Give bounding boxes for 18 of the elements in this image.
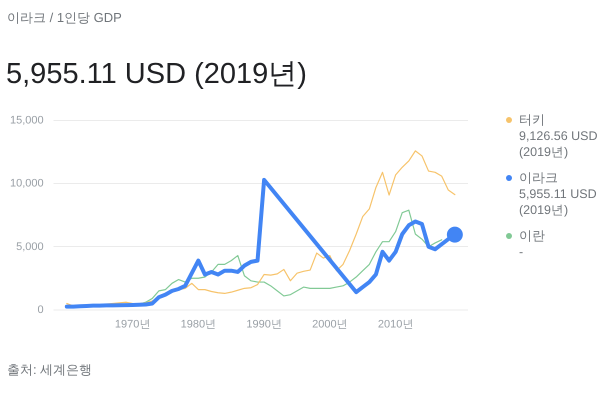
legend-label: 터키 [519,112,546,128]
source-note: 출처: 세계은행 [7,361,92,379]
text: - [519,244,524,260]
x-tick-label: 2000년 [312,318,348,330]
x-tick-label: 2010년 [378,318,414,330]
x-tick-label: 1980년 [180,318,216,330]
y-tick-label: 10,000 [10,178,44,190]
chart-title: 이라크 / 1인당 GDP [7,9,122,27]
x-tick-label: 1970년 [114,318,150,330]
y-tick-label: 0 [38,304,44,316]
chart-subtitle: 5,955.11 USD (2019년) [6,57,307,92]
text: 9,126.56 USD (2019년) [519,128,599,160]
x-tick-label: 1990년 [246,318,282,330]
legend-label: 이란 [519,228,546,244]
text: 5,955.11 USD (2019년) [519,186,598,218]
y-tick-label: 15,000 [10,114,44,127]
legend-label: 이라크 [519,170,559,186]
y-tick-label: 5,000 [16,240,44,253]
